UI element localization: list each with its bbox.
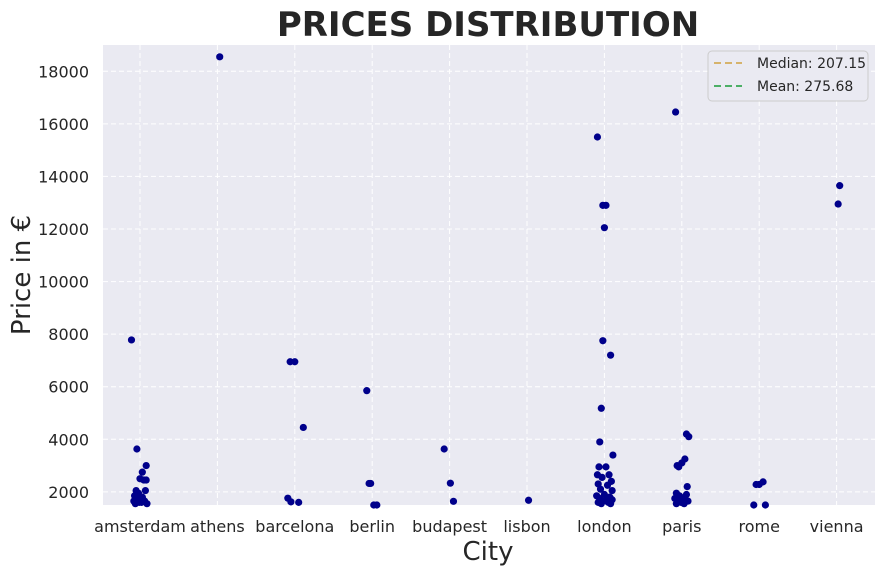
x-tick-label-barcelona: barcelona [255,517,334,536]
x-tick-label-vienna: vienna [810,517,864,536]
data-point-barcelona [295,498,303,506]
y-tick-label: 8000 [48,325,89,344]
data-point-london [598,473,606,481]
data-point-london [596,485,605,493]
data-point-paris [675,463,683,471]
x-tick-label-rome: rome [738,517,779,536]
y-tick-label: 6000 [48,378,89,397]
x-tick-label-budapest: budapest [412,517,487,536]
data-point-london [595,463,603,471]
data-point-amsterdam [142,461,150,470]
data-point-amsterdam [133,445,141,453]
data-point-amsterdam [141,486,150,495]
grid-lines [103,45,875,505]
x-axis-label: City [463,537,514,567]
data-point-berlin [363,387,371,395]
data-point-london [608,486,616,495]
y-tick-label: 14000 [38,167,89,186]
data-point-athens [216,53,224,61]
data-point-amsterdam [143,500,151,508]
x-tick-label-london: london [577,517,631,536]
data-point-berlin [373,501,381,509]
data-point-london [606,351,615,359]
data-point-amsterdam [137,498,146,506]
legend-box [707,50,869,102]
data-point-budapest [446,479,454,487]
y-tick-label: 2000 [48,483,89,502]
data-point-budapest [440,445,448,453]
data-point-rome [761,501,769,509]
data-point-paris [680,500,688,508]
data-point-amsterdam [142,476,150,484]
x-tick-label-amsterdam: amsterdam [94,517,186,536]
y-tick-label: 4000 [48,430,89,449]
data-point-paris [672,500,680,508]
data-point-london [597,404,605,412]
data-point-london [603,481,612,489]
data-point-london [606,500,615,508]
y-tick-label: 16000 [38,115,89,134]
x-tick-label-berlin: berlin [349,517,395,536]
y-tick-label: 10000 [38,273,89,292]
data-point-london [602,463,610,471]
data-points [127,53,844,509]
data-point-london [593,133,602,141]
x-tick-label-lisbon: lisbon [503,517,550,536]
data-point-rome [759,478,767,486]
data-point-london [600,224,609,232]
data-point-london [596,438,604,446]
data-point-paris [672,108,680,116]
data-point-barcelona [291,358,299,366]
data-point-rome [750,501,758,509]
data-point-barcelona [299,423,307,432]
data-point-vienna [834,200,842,208]
y-tick-label: 12000 [38,220,89,239]
legend-mean-label: Mean: 275.68 [757,79,853,95]
x-tick-label-paris: paris [662,517,701,536]
plot-area [103,45,875,505]
data-point-paris [685,433,693,441]
data-point-berlin [367,479,375,488]
y-axis-label: Price in € [7,215,37,335]
legend: Median: 207.15 Mean: 275.68 [707,50,869,102]
x-axis-ticks: amsterdam athens barcelona berlin budapest li… [94,517,863,536]
data-point-london [599,337,607,345]
data-point-amsterdam [127,336,136,344]
data-point-amsterdam [138,468,146,476]
x-tick-label-athens: athens [190,517,245,536]
data-point-lisbon [524,496,533,504]
chart-title: PRICES DISTRIBUTION [277,5,699,45]
data-point-london [609,451,617,459]
data-point-vienna [836,182,844,190]
data-point-barcelona [287,498,295,506]
data-point-london [605,471,613,479]
legend-median-label: Median: 207.15 [757,56,866,72]
y-tick-label: 18000 [38,62,89,81]
data-point-london [597,500,605,508]
y-axis-ticks: 2000 4000 6000 8000 10000 12000 14000 16000 1800… [38,62,89,502]
data-point-budapest [449,497,458,505]
data-point-amsterdam [131,500,139,508]
data-point-london [602,201,610,209]
data-point-paris [683,483,691,491]
